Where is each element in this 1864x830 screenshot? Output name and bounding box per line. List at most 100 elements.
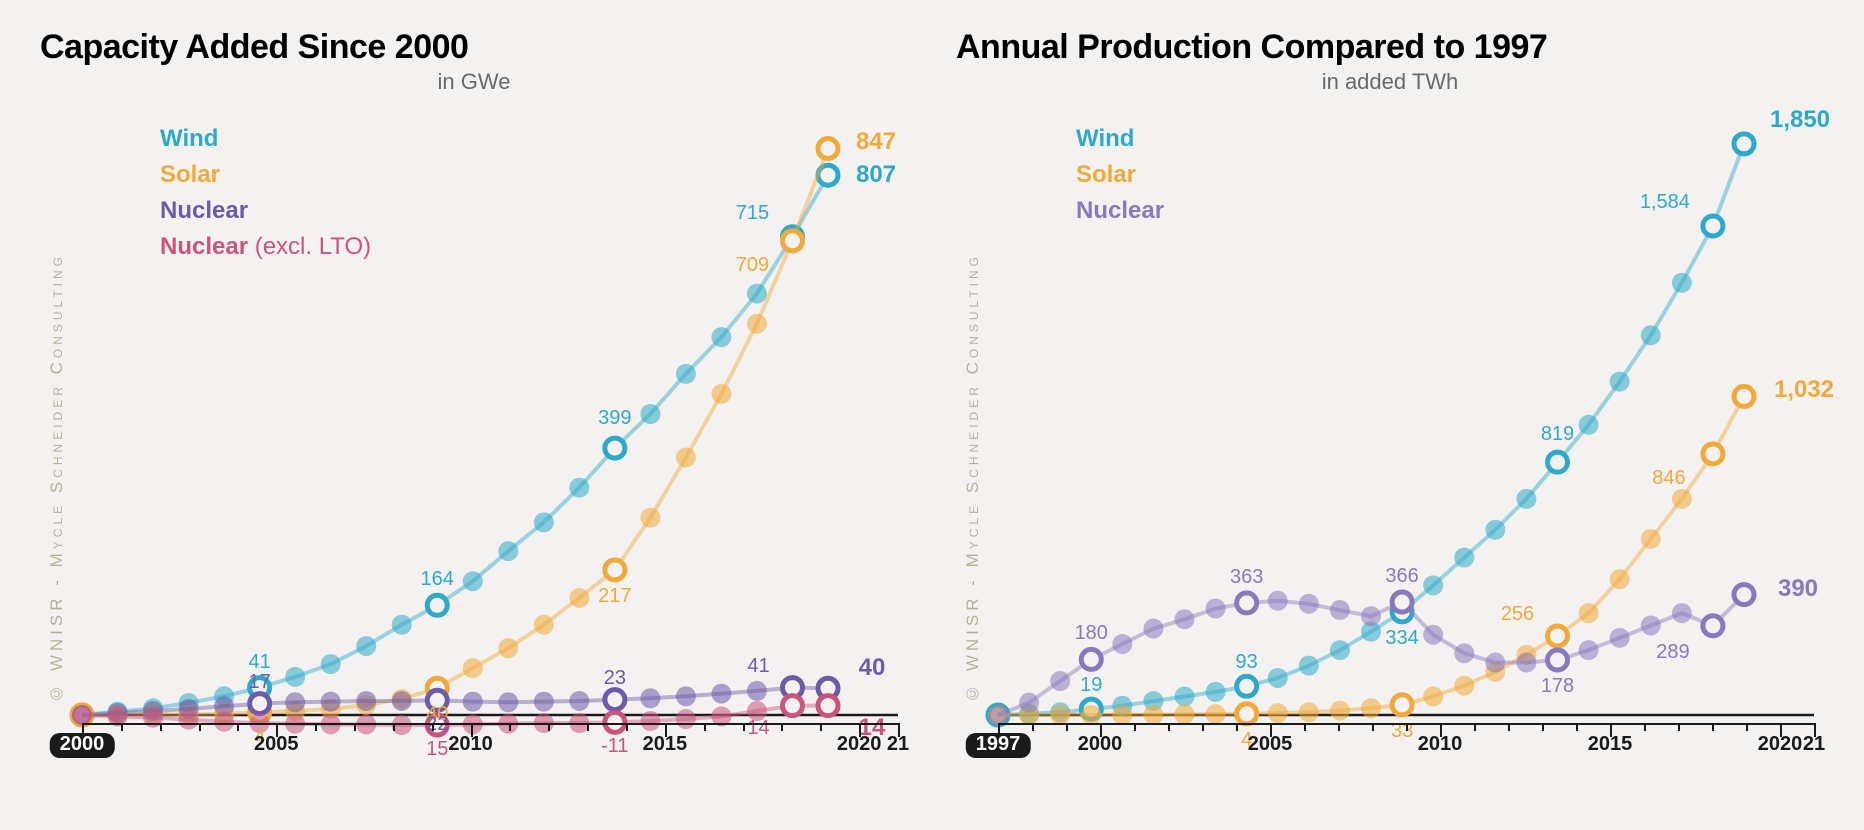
data-point (640, 688, 660, 708)
point-label: 1,032 (1774, 378, 1834, 402)
series-line (82, 175, 828, 715)
point-label: 709 (736, 255, 769, 275)
data-point (1516, 653, 1536, 673)
data-point (1175, 686, 1195, 706)
data-point (1641, 615, 1661, 635)
data-point (1516, 489, 1536, 509)
data-point (534, 692, 554, 712)
data-point (1485, 653, 1505, 673)
data-point (1610, 569, 1630, 589)
data-point (1299, 594, 1319, 614)
data-point (1206, 598, 1226, 618)
point-label: 41 (248, 652, 270, 672)
point-label: 363 (1230, 567, 1263, 587)
data-point (1361, 606, 1381, 626)
point-label: 847 (856, 130, 896, 154)
data-point (1175, 704, 1195, 724)
data-point (356, 636, 376, 656)
data-point (640, 404, 660, 424)
x-tick-label: 21 (881, 733, 915, 756)
data-point (1610, 372, 1630, 392)
chart-plot-capacity: © WNISR - Mycle Schneider ConsultingWind… (40, 103, 908, 763)
data-point (1454, 643, 1474, 663)
x-tick-label: 2005 (248, 733, 305, 756)
point-label: 819 (1541, 424, 1574, 444)
data-point (498, 692, 518, 712)
panel-capacity: Capacity Added Since 2000 in GWe © WNISR… (40, 28, 908, 763)
point-label: 180 (1075, 623, 1108, 643)
data-point (1143, 705, 1163, 725)
data-point (1423, 625, 1443, 645)
data-point (1641, 325, 1661, 345)
x-axis: 19972000200520102015202021 (998, 723, 1814, 763)
data-point (747, 681, 767, 701)
data-point (676, 364, 696, 384)
chart-title: Annual Production Compared to 1997 (956, 28, 1824, 67)
data-point (463, 571, 483, 591)
data-point (1206, 682, 1226, 702)
data-point (1268, 591, 1288, 611)
data-point (1672, 273, 1692, 293)
x-tick-label: 2020 (831, 733, 888, 756)
point-label: 178 (1541, 676, 1574, 696)
data-point (321, 654, 341, 674)
data-point (321, 692, 341, 712)
data-point (498, 541, 518, 561)
chart-subtitle: in GWe (40, 69, 908, 95)
chart-plot-production: © WNISR - Mycle Schneider ConsultingWind… (956, 103, 1824, 763)
data-point (711, 684, 731, 704)
data-point (1579, 603, 1599, 623)
data-point (1268, 703, 1288, 723)
point-label: 256 (1501, 604, 1534, 624)
point-label: 23 (604, 668, 626, 688)
data-point (463, 658, 483, 678)
chart-subtitle: in added TWh (956, 69, 1824, 95)
point-label: 17 (248, 672, 270, 692)
data-point (1579, 640, 1599, 660)
point-label: 41 (747, 656, 769, 676)
data-point (1423, 686, 1443, 706)
point-label: 40 (859, 656, 886, 680)
point-label: 1,850 (1770, 108, 1830, 132)
panel-production: Annual Production Compared to 1997 in ad… (956, 28, 1824, 763)
data-point (1641, 529, 1661, 549)
data-point (285, 692, 305, 712)
point-label: 399 (598, 408, 631, 428)
data-point (747, 314, 767, 334)
point-label: 715 (736, 203, 769, 223)
data-point (1206, 704, 1226, 724)
data-point (569, 478, 589, 498)
data-point (498, 638, 518, 658)
series-line (82, 148, 828, 715)
data-point (1050, 705, 1070, 725)
data-point (1112, 705, 1132, 725)
data-point (392, 691, 412, 711)
charts-container: Capacity Added Since 2000 in GWe © WNISR… (0, 0, 1864, 783)
data-point (711, 327, 731, 347)
data-point (1361, 698, 1381, 718)
data-point (1454, 548, 1474, 568)
data-point (1299, 702, 1319, 722)
x-tick-label: 2005 (1242, 733, 1299, 756)
data-point (1143, 619, 1163, 639)
data-point (285, 667, 305, 687)
data-point (676, 447, 696, 467)
x-axis: 2000200520102015202021 (82, 723, 898, 763)
series-line (998, 396, 1744, 715)
x-tick-label: 1997 (966, 733, 1031, 758)
data-point (640, 508, 660, 528)
data-point (392, 615, 412, 635)
data-point (534, 512, 554, 532)
data-point (569, 691, 589, 711)
data-point (747, 284, 767, 304)
data-point (1330, 640, 1350, 660)
data-point (1330, 600, 1350, 620)
plot-svg (40, 103, 908, 763)
data-point (1485, 520, 1505, 540)
data-point (1330, 701, 1350, 721)
point-label: 93 (1236, 652, 1258, 672)
point-label: 164 (421, 569, 454, 589)
data-point (1268, 668, 1288, 688)
chart-title: Capacity Added Since 2000 (40, 28, 908, 67)
data-point (1050, 671, 1070, 691)
